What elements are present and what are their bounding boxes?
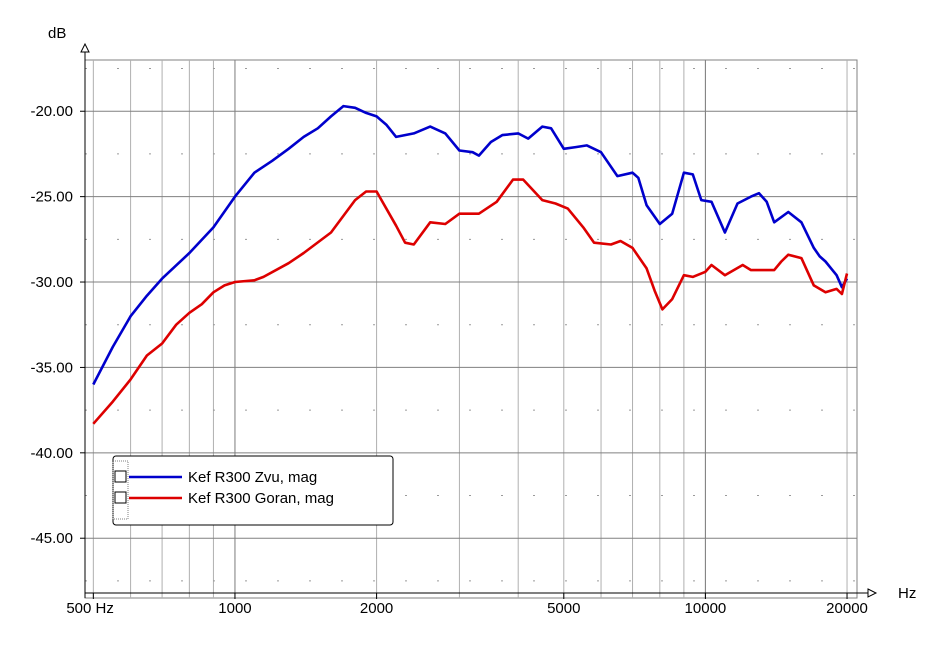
x-tick-label: 5000 (547, 600, 580, 617)
x-axis-unit-label: Hz (898, 585, 916, 602)
legend-label-zvu: Kef R300 Zvu, mag (188, 469, 317, 486)
x-tick-label: 10000 (685, 600, 727, 617)
y-axis (80, 42, 90, 598)
x-tick-label: 20000 (826, 600, 868, 617)
x-axis (85, 588, 878, 598)
legend-toggle-strip (112, 460, 129, 520)
x-tick-label: 500 Hz (66, 600, 114, 617)
series-lines (92, 104, 849, 425)
legend-checkbox-goran[interactable] (114, 491, 127, 504)
x-axis-arrow-icon (867, 588, 878, 598)
y-tick-labels: -20.00 -25.00 -30.00 -35.00 -40.00 -45.00 (30, 103, 85, 547)
y-tick-label: -30.00 (30, 274, 73, 291)
y-tick-label: -20.00 (30, 103, 73, 120)
legend-checkbox-zvu[interactable] (114, 470, 127, 483)
major-grid (85, 60, 857, 598)
legend-label-goran: Kef R300 Goran, mag (188, 490, 334, 507)
y-tick-label: -40.00 (30, 445, 73, 462)
x-tick-label: 2000 (360, 600, 393, 617)
legend: Kef R300 Zvu, mag Kef R300 Goran, mag (112, 455, 394, 526)
x-tick-labels: 500 Hz 1000 2000 5000 10000 20000 (66, 593, 868, 617)
y-axis-unit-label: dB (48, 25, 66, 42)
y-tick-label: -45.00 (30, 530, 73, 547)
y-tick-label: -35.00 (30, 359, 73, 376)
series-line-zvu (92, 104, 849, 386)
y-axis-arrow-icon (80, 42, 90, 53)
x-tick-label: 1000 (218, 600, 251, 617)
series-line-goran (92, 178, 849, 425)
y-tick-label: -25.00 (30, 189, 73, 206)
